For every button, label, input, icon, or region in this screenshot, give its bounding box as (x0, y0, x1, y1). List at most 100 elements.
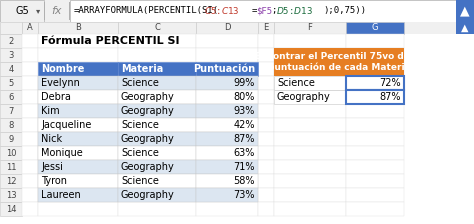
Bar (38, 118, 118, 132)
Text: Fórmula PERCENTIL SI: Fórmula PERCENTIL SI (41, 36, 180, 46)
Text: 93%: 93% (234, 106, 255, 116)
Text: Monique: Monique (41, 148, 83, 158)
Bar (346, 174, 404, 188)
Bar (258, 22, 274, 34)
Bar (274, 118, 346, 132)
Bar (258, 34, 274, 48)
Text: D: D (224, 24, 230, 32)
Bar (274, 160, 346, 174)
Bar (38, 118, 118, 132)
Bar (196, 146, 258, 160)
Text: Encontrar el Percentil 75vo de la
puntuación de cada Materia: Encontrar el Percentil 75vo de la puntua… (255, 52, 423, 72)
Bar (22, 160, 38, 174)
Bar (118, 34, 196, 48)
Bar (38, 188, 118, 202)
Bar (118, 146, 196, 160)
Bar (258, 76, 274, 90)
Text: ▲: ▲ (461, 23, 469, 33)
Text: Jacqueline: Jacqueline (41, 120, 91, 130)
Bar (196, 188, 258, 202)
Bar (118, 104, 196, 118)
Bar (274, 48, 404, 76)
Bar (196, 48, 258, 62)
Text: 11: 11 (6, 162, 16, 172)
Bar (346, 90, 404, 104)
Text: Geography: Geography (121, 162, 175, 172)
Bar (38, 34, 118, 48)
Bar (0, 118, 22, 132)
Text: 63%: 63% (234, 148, 255, 158)
Bar (38, 62, 118, 76)
Bar (346, 62, 404, 76)
Bar (22, 22, 38, 34)
Bar (196, 118, 258, 132)
Text: 13: 13 (6, 190, 16, 200)
Bar (0, 48, 22, 62)
Text: 7: 7 (9, 106, 14, 116)
Text: 6: 6 (9, 93, 14, 101)
Bar (274, 104, 346, 118)
Bar (22, 62, 38, 76)
Bar (118, 48, 196, 62)
Bar (69, 2, 70, 20)
Bar (258, 188, 274, 202)
Bar (0, 76, 22, 90)
Bar (196, 188, 258, 202)
Text: Science: Science (121, 78, 159, 88)
Bar (22, 48, 38, 62)
Bar (274, 132, 346, 146)
Bar (196, 62, 258, 76)
Text: Nombre: Nombre (41, 64, 84, 74)
Bar (196, 132, 258, 146)
Bar (196, 90, 258, 104)
Bar (258, 48, 274, 62)
Text: Evelynn: Evelynn (41, 78, 80, 88)
Bar (258, 202, 274, 216)
Bar (118, 62, 196, 76)
Text: 3: 3 (9, 50, 14, 60)
Bar (196, 132, 258, 146)
Text: 42%: 42% (234, 120, 255, 130)
Text: Materia: Materia (121, 64, 163, 74)
Bar (0, 104, 22, 118)
Bar (38, 146, 118, 160)
Bar (118, 146, 196, 160)
Bar (118, 160, 196, 174)
Bar (274, 62, 346, 76)
Bar (346, 90, 404, 104)
Bar (38, 104, 118, 118)
Bar (38, 22, 118, 34)
Bar (0, 146, 22, 160)
Bar (22, 34, 38, 48)
Text: =: = (252, 6, 257, 15)
Text: G: G (372, 24, 378, 32)
Text: Science: Science (121, 120, 159, 130)
Bar (38, 62, 118, 76)
Bar (258, 104, 274, 118)
Bar (70, 0, 474, 22)
Bar (346, 76, 404, 90)
Bar (118, 174, 196, 188)
Bar (38, 48, 118, 62)
Bar (196, 146, 258, 160)
Text: 9: 9 (9, 134, 14, 144)
Text: $C$5:$C$13: $C$5:$C$13 (204, 6, 239, 17)
Bar (0, 160, 22, 174)
Bar (274, 188, 346, 202)
Text: 87%: 87% (234, 134, 255, 144)
Bar (274, 90, 346, 104)
Bar (258, 160, 274, 174)
Text: Nick: Nick (41, 134, 62, 144)
Bar (0, 22, 474, 34)
Bar (258, 146, 274, 160)
Bar (22, 132, 38, 146)
Bar (196, 160, 258, 174)
Bar (196, 22, 258, 34)
Bar (38, 90, 118, 104)
Bar (118, 76, 196, 90)
Bar (38, 132, 118, 146)
Bar (274, 48, 346, 62)
Bar (274, 174, 346, 188)
Bar (38, 188, 118, 202)
Bar (118, 188, 196, 202)
